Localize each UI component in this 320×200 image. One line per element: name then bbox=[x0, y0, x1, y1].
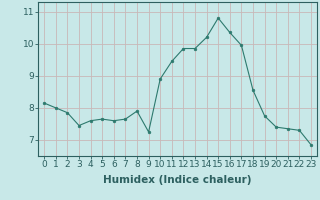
X-axis label: Humidex (Indice chaleur): Humidex (Indice chaleur) bbox=[103, 175, 252, 185]
